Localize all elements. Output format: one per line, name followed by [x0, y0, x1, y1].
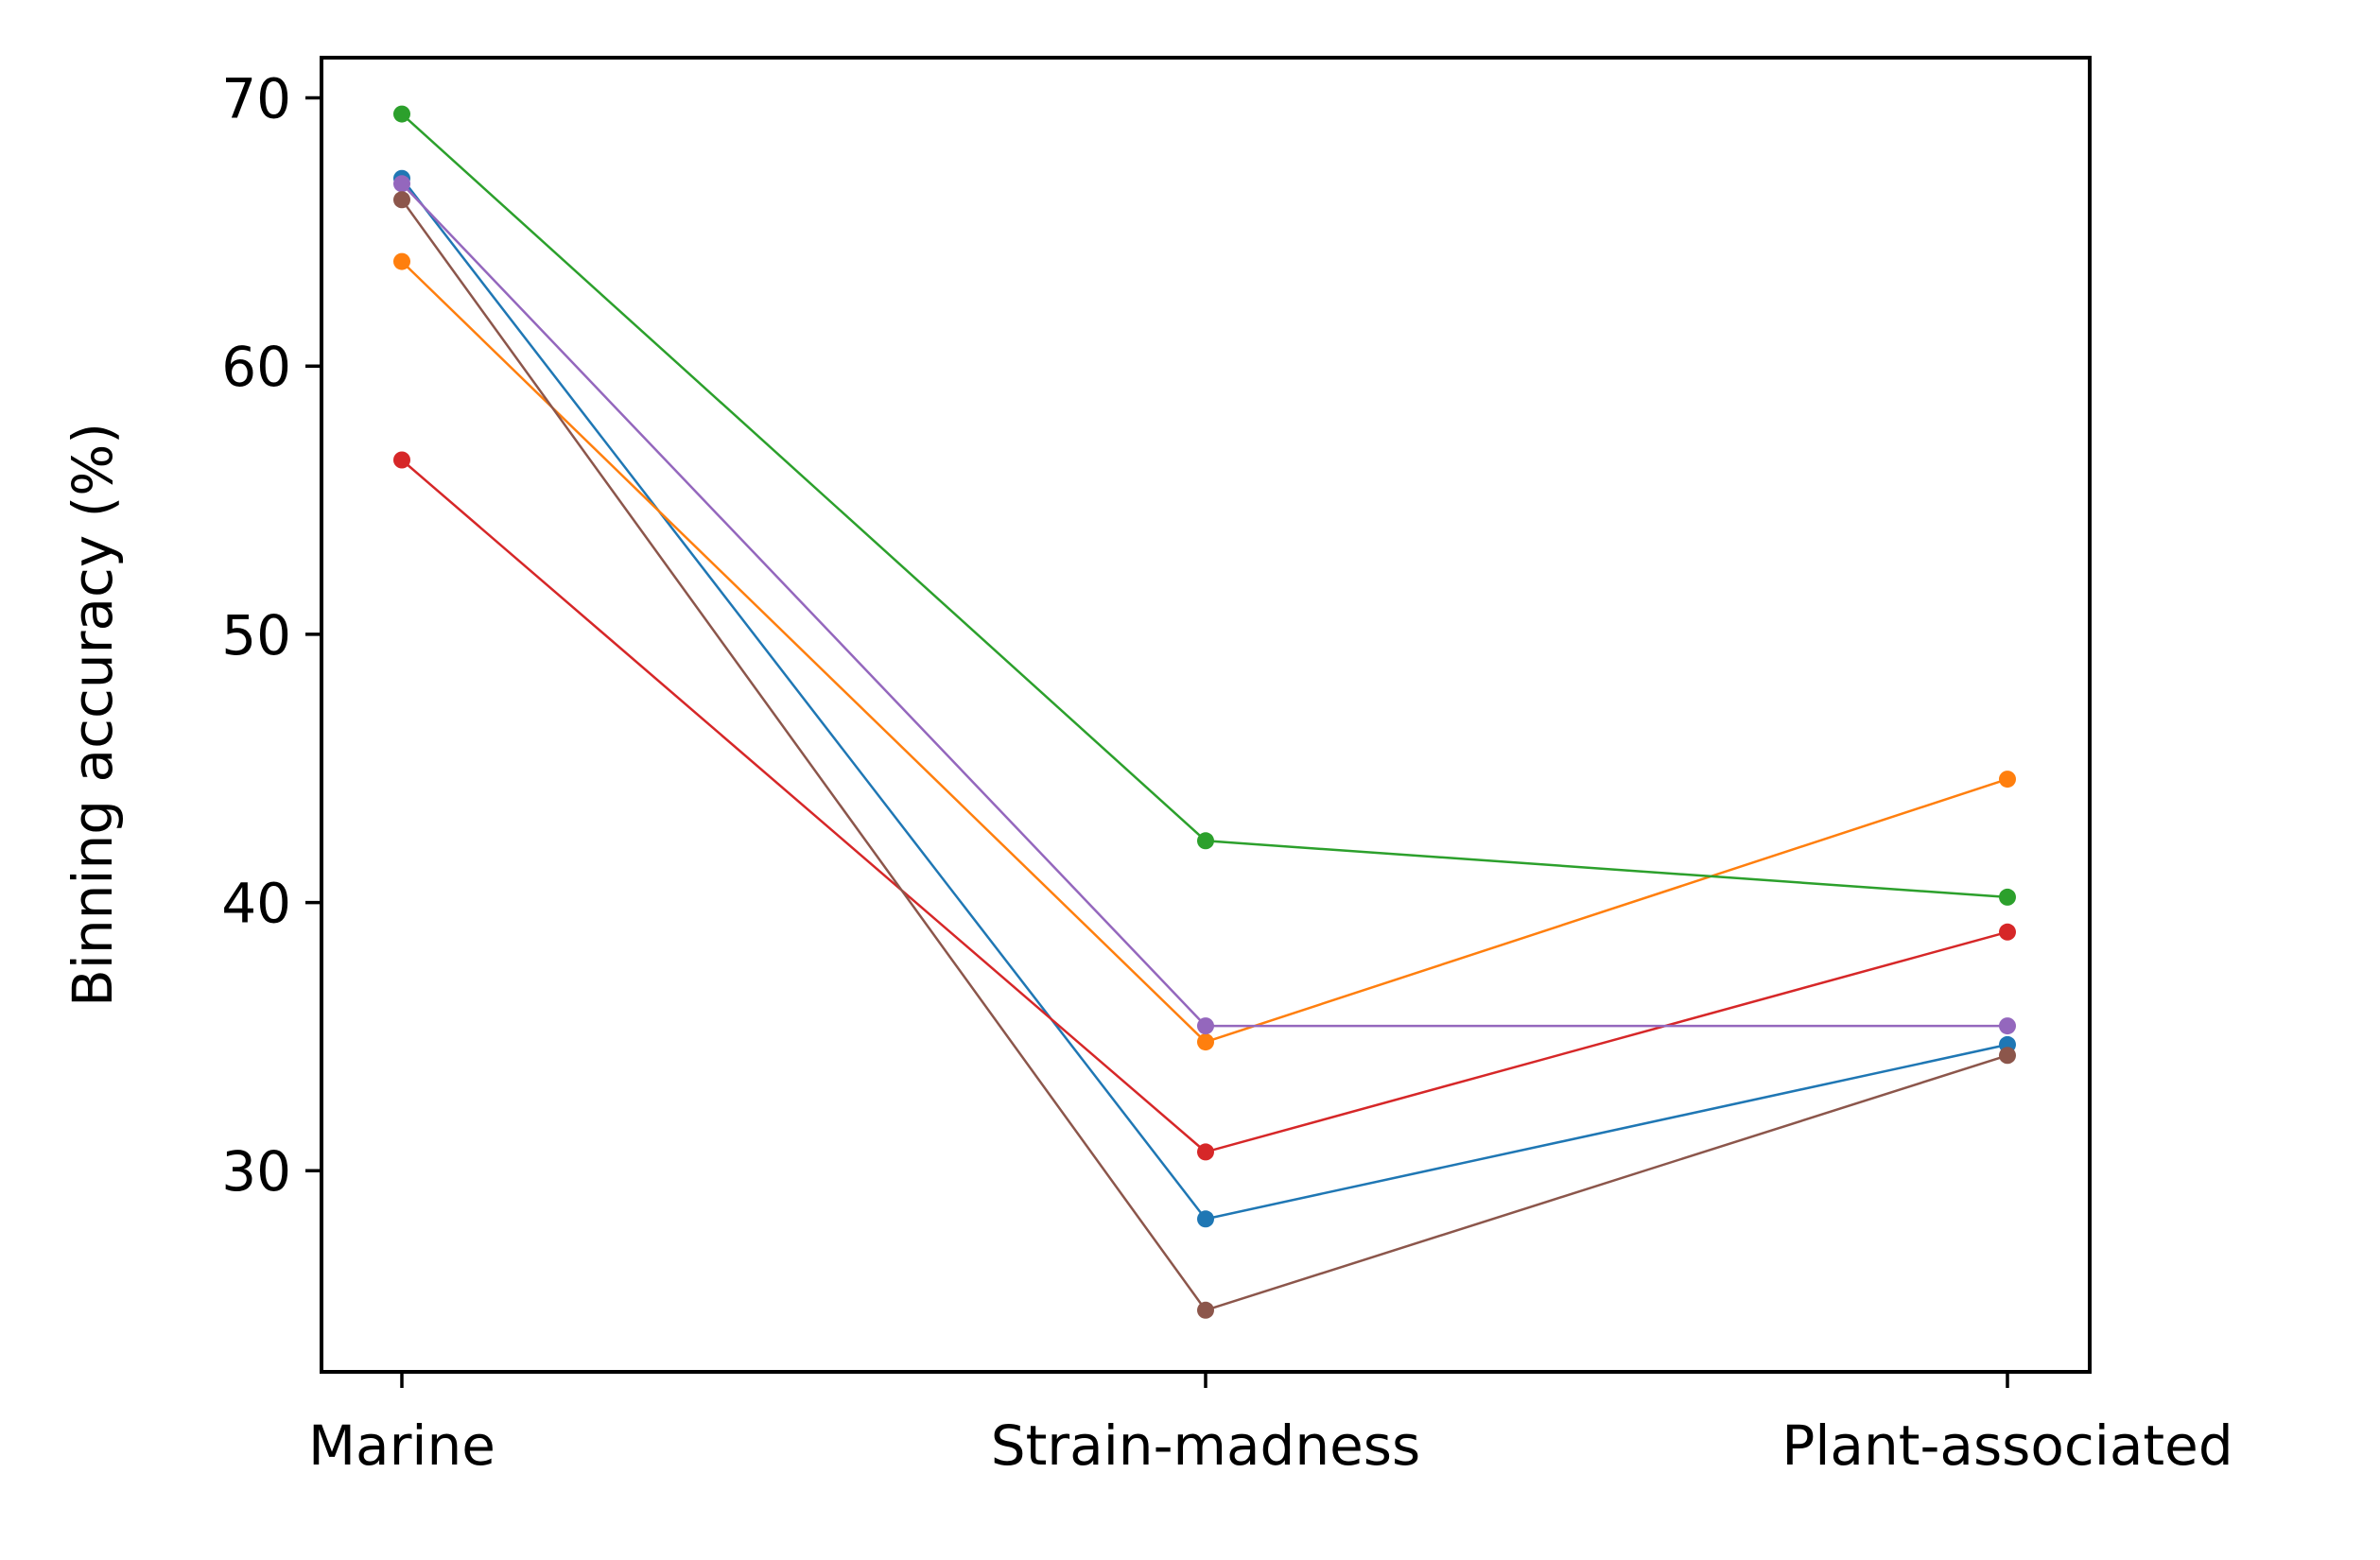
x-axis: Marine Strain-madness Plant-associated — [308, 1372, 2233, 1478]
y-tick-label: 30 — [221, 1139, 291, 1204]
series-3 — [393, 105, 2016, 906]
y-axis-title: Binning accuracy (%) — [61, 423, 125, 1007]
y-axis: 30 40 50 60 70 — [221, 67, 321, 1204]
data-point — [1197, 1017, 1214, 1035]
y-tick-label: 40 — [221, 872, 291, 936]
y-tick-label: 70 — [221, 67, 291, 131]
series-6 — [393, 191, 2016, 1319]
data-point — [1999, 771, 2016, 789]
data-point — [1197, 832, 1214, 850]
x-tick-label: Strain-madness — [991, 1413, 1420, 1478]
data-point — [1999, 1017, 2016, 1035]
x-tick-label: Plant-associated — [1781, 1413, 2232, 1478]
data-point — [1197, 1301, 1214, 1319]
series-4 — [393, 451, 2016, 1161]
y-tick-label: 50 — [221, 603, 291, 667]
data-point — [393, 175, 410, 193]
data-point — [393, 105, 410, 123]
data-point — [1999, 888, 2016, 906]
data-point — [1197, 1143, 1214, 1161]
data-point — [1999, 1047, 2016, 1065]
x-tick-label: Marine — [308, 1413, 495, 1478]
series-layer — [393, 105, 2016, 1319]
data-point — [1999, 923, 2016, 941]
data-point — [393, 451, 410, 469]
y-tick-label: 60 — [221, 335, 291, 399]
data-point — [393, 252, 410, 270]
series-5 — [393, 175, 2016, 1035]
data-point — [1197, 1033, 1214, 1051]
data-point — [1197, 1210, 1214, 1228]
data-point — [393, 191, 410, 209]
series-2 — [393, 252, 2016, 1051]
